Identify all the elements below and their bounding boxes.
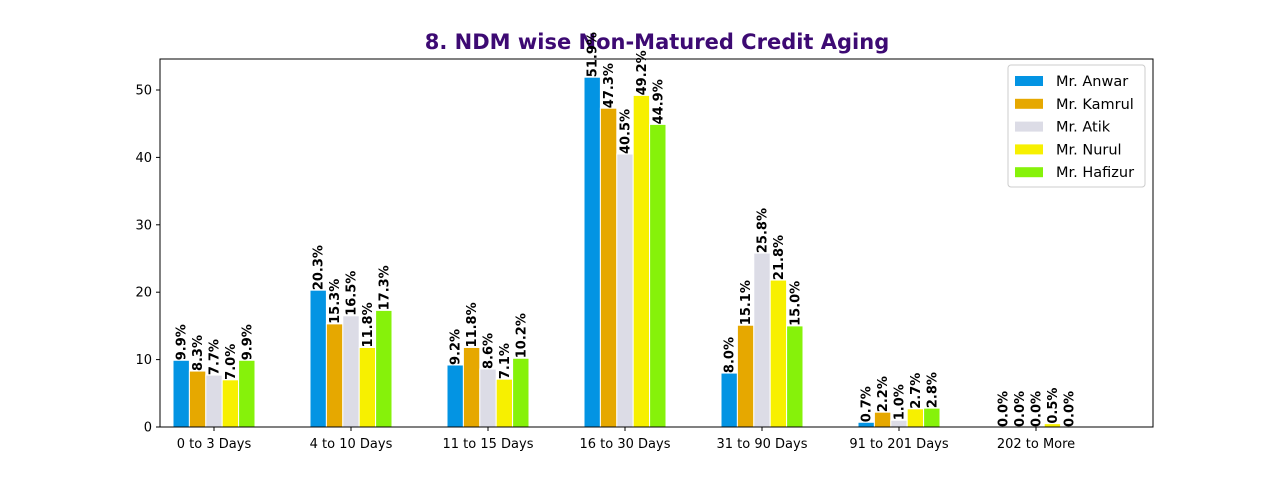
data-label: 20.3% bbox=[312, 245, 327, 290]
data-label: 7.1% bbox=[498, 343, 513, 379]
x-tick-label: 11 to 15 Days bbox=[443, 437, 534, 452]
bar bbox=[375, 309, 393, 428]
bar bbox=[873, 411, 892, 428]
y-axis: 0 10 20 30 40 50 bbox=[135, 84, 160, 436]
y-tick-label: 0 bbox=[144, 421, 152, 436]
bar bbox=[495, 378, 514, 428]
data-label: 1.0% bbox=[893, 384, 908, 420]
bars-layer bbox=[172, 76, 1062, 428]
bar bbox=[238, 359, 256, 428]
bar bbox=[309, 289, 327, 428]
y-tick-label: 10 bbox=[135, 353, 152, 368]
bar bbox=[446, 364, 464, 428]
data-label: 21.8% bbox=[772, 235, 787, 280]
legend-label: Mr. Hafizur bbox=[1056, 165, 1134, 181]
legend-swatch bbox=[1015, 121, 1043, 132]
bar bbox=[890, 419, 908, 428]
data-label: 51.9% bbox=[586, 32, 601, 77]
bar bbox=[720, 372, 738, 428]
data-label: 0.0% bbox=[1030, 391, 1045, 427]
data-labels-layer: 9.9%20.3%9.2%51.9%8.0%0.7% 0.0%8.3%15.3%1… bbox=[175, 32, 1078, 427]
bar bbox=[786, 325, 804, 428]
data-label: 47.3% bbox=[602, 63, 617, 108]
data-label: 16.5% bbox=[345, 271, 360, 316]
legend-swatch bbox=[1015, 144, 1043, 155]
y-tick-label: 40 bbox=[135, 151, 152, 166]
data-label: 49.2% bbox=[635, 50, 650, 95]
data-label: 11.8% bbox=[361, 302, 376, 347]
data-label: 9.9% bbox=[240, 324, 255, 360]
legend: Mr. Anwar Mr. Kamrul Mr. Atik Mr. Nurul Mr. … bbox=[1007, 64, 1146, 188]
bar bbox=[583, 76, 601, 428]
x-tick-label: 16 to 30 Days bbox=[580, 437, 671, 452]
data-label: 44.9% bbox=[651, 79, 666, 124]
bar bbox=[736, 324, 755, 428]
data-label: 15.0% bbox=[788, 281, 803, 326]
y-tick-label: 20 bbox=[135, 286, 152, 301]
bar bbox=[923, 407, 941, 428]
legend-label: Mr. Atik bbox=[1056, 120, 1111, 136]
data-label: 11.8% bbox=[465, 302, 480, 347]
chart-title: 8. NDM wise Non-Matured Credit Aging bbox=[425, 30, 890, 54]
bar bbox=[632, 94, 651, 428]
bar bbox=[325, 323, 344, 428]
y-tick-label: 50 bbox=[135, 84, 152, 99]
legend-label: Mr. Nurul bbox=[1056, 142, 1122, 158]
x-tick-label: 0 to 3 Days bbox=[177, 437, 252, 452]
data-label: 8.3% bbox=[191, 335, 206, 371]
bar bbox=[172, 359, 190, 428]
x-tick-label: 4 to 10 Days bbox=[310, 437, 393, 452]
bar bbox=[358, 346, 377, 428]
data-label: 8.6% bbox=[482, 333, 497, 369]
data-label: 10.2% bbox=[514, 313, 529, 358]
data-label: 9.2% bbox=[449, 329, 464, 365]
data-label: 9.9% bbox=[175, 324, 190, 360]
bar bbox=[753, 252, 771, 428]
bar bbox=[462, 346, 481, 428]
data-label: 40.5% bbox=[619, 109, 634, 154]
data-label: 2.8% bbox=[925, 372, 940, 408]
bar bbox=[906, 408, 925, 428]
data-label: 0.0% bbox=[1062, 391, 1077, 427]
data-label: 2.7% bbox=[909, 373, 924, 409]
legend-box bbox=[1007, 64, 1146, 188]
data-label: 15.3% bbox=[328, 279, 343, 324]
x-tick-label: 202 to More bbox=[997, 437, 1075, 452]
bar bbox=[205, 374, 223, 428]
data-label: 8.0% bbox=[723, 337, 738, 373]
data-label: 7.7% bbox=[208, 339, 223, 375]
y-tick-label: 30 bbox=[135, 218, 152, 233]
bar bbox=[188, 370, 207, 428]
bar bbox=[512, 357, 530, 428]
x-axis: 0 to 3 Days 4 to 10 Days 11 to 15 Days 16 t… bbox=[177, 427, 1075, 452]
x-tick-label: 31 to 90 Days bbox=[717, 437, 808, 452]
data-label: 15.1% bbox=[739, 280, 754, 325]
bar bbox=[479, 368, 497, 428]
bar bbox=[616, 153, 634, 428]
legend-swatch bbox=[1015, 76, 1043, 86]
data-label: 2.2% bbox=[876, 376, 891, 412]
legend-label: Mr. Kamrul bbox=[1056, 97, 1134, 113]
legend-swatch bbox=[1015, 98, 1043, 109]
data-label: 0.0% bbox=[1013, 391, 1028, 427]
data-label: 17.3% bbox=[377, 265, 392, 310]
data-label: 0.0% bbox=[997, 391, 1012, 427]
data-label: 0.7% bbox=[860, 386, 875, 422]
bar bbox=[599, 107, 618, 428]
bar bbox=[342, 315, 360, 428]
bar bbox=[221, 379, 240, 428]
bar bbox=[769, 279, 788, 428]
data-label: 25.8% bbox=[756, 208, 771, 253]
legend-swatch bbox=[1015, 167, 1043, 178]
legend-label: Mr. Anwar bbox=[1056, 74, 1128, 90]
plot-frame bbox=[159, 58, 1154, 428]
x-tick-label: 91 to 201 Days bbox=[849, 437, 948, 452]
bar bbox=[649, 123, 667, 428]
data-label: 7.0% bbox=[224, 344, 239, 380]
data-label: 0.5% bbox=[1046, 388, 1061, 424]
